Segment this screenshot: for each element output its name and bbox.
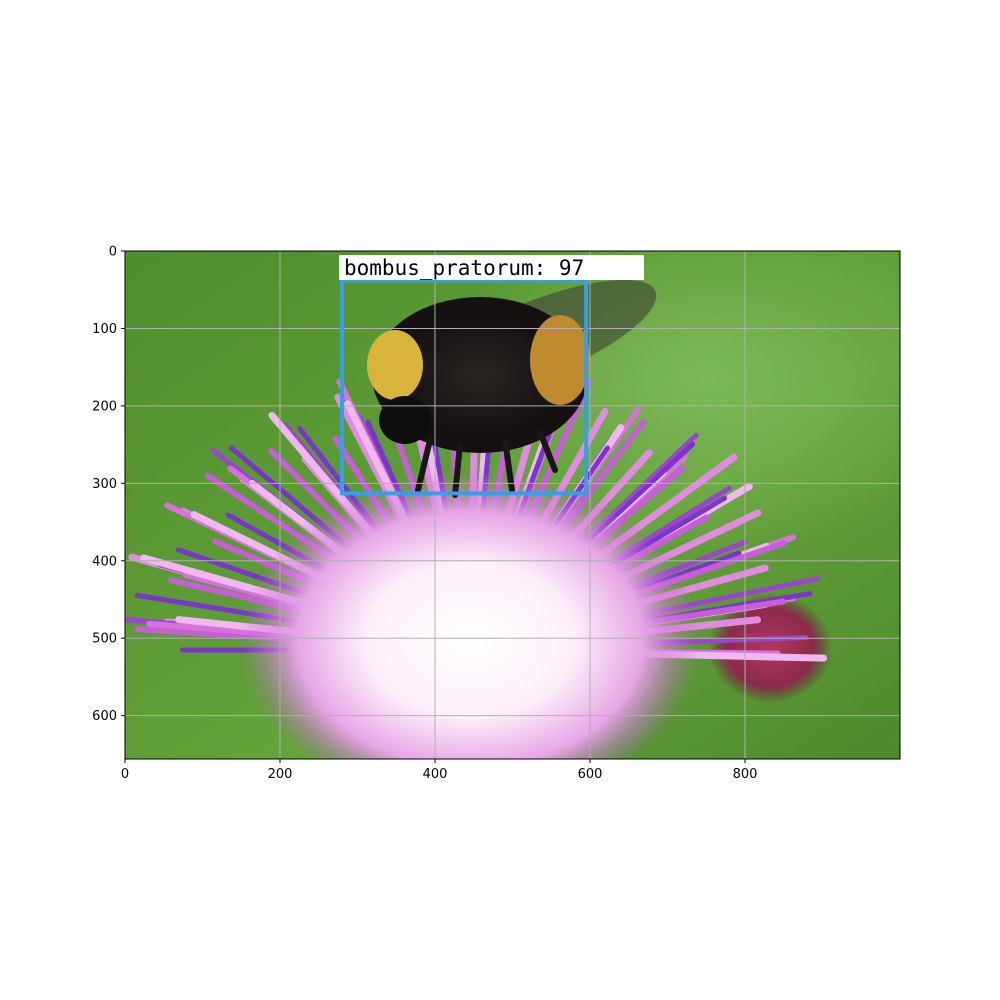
y-tick-label: 0 — [109, 245, 117, 260]
thistle-flower-core — [240, 470, 700, 759]
x-axis-ticks: 0 200 400 600 800 — [121, 759, 758, 782]
x-tick-label: 800 — [733, 767, 758, 782]
x-tick-label: 0 — [121, 767, 129, 782]
y-axis-ticks: 0 100 200 300 400 500 600 — [92, 245, 125, 724]
axes-frame — [124, 250, 901, 760]
bumblebee — [367, 279, 657, 498]
detection-box — [340, 278, 589, 496]
y-tick-label: 300 — [92, 477, 117, 492]
x-tick-label: 400 — [423, 767, 448, 782]
y-tick-label: 100 — [92, 322, 117, 337]
x-tick-label: 200 — [268, 767, 293, 782]
detection-label: bombus_pratorum: 97 — [344, 256, 584, 280]
detection-label-background — [339, 255, 644, 280]
y-tick-label: 400 — [92, 554, 117, 569]
y-tick-label: 200 — [92, 399, 117, 414]
x-tick-label: 600 — [578, 767, 603, 782]
y-tick-label: 600 — [92, 709, 117, 724]
y-tick-label: 500 — [92, 632, 117, 647]
photo — [125, 251, 900, 759]
